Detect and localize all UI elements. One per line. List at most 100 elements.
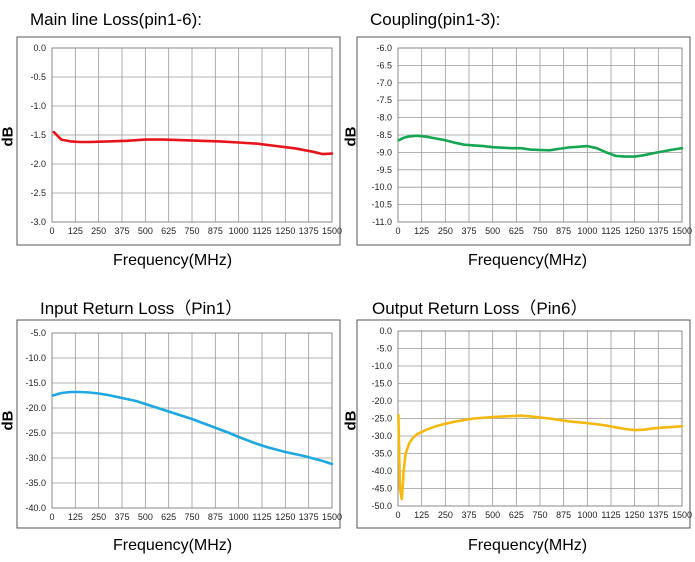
y-tick-label: -6.0 [376, 43, 392, 53]
y-tick-label: -11.0 [372, 217, 392, 227]
x-tick-label: 500 [138, 226, 153, 236]
series-line [397, 134, 684, 158]
chart-panel: 0 125 250 375 500 625 750 875 1000 1125 1250 1375 15… [356, 319, 692, 529]
x-tick-label: 500 [485, 226, 500, 236]
x-tick-label: 500 [485, 510, 500, 520]
x-tick-label: 500 [138, 512, 153, 522]
x-tick-label: 1500 [322, 226, 342, 236]
y-tick-label: -1.0 [30, 101, 46, 111]
x-tick-label: 1000 [577, 226, 597, 236]
x-tick-label: 125 [68, 512, 83, 522]
y-tick-label: -5.0 [30, 328, 46, 338]
x-tick-label: 0 [395, 226, 400, 236]
chart-title: Coupling(pin1-3): [370, 10, 501, 29]
chart-title: Main line Loss(pin1-6): [30, 10, 202, 29]
y-tick-label: -40.0 [371, 466, 392, 476]
y-tick-label: -30.0 [25, 453, 46, 463]
x-tick-label: 375 [114, 512, 129, 522]
y-tick-label: -25.0 [25, 428, 46, 438]
y-tick-label: -2.5 [30, 188, 46, 198]
y-tick-label: -5.0 [376, 344, 392, 354]
x-tick-label: 0 [49, 226, 54, 236]
x-tick-label: 1125 [252, 512, 271, 522]
y-tick-label: -20.0 [371, 396, 392, 406]
x-tick-label: 250 [91, 512, 106, 522]
x-tick-label: 1250 [275, 512, 295, 522]
y-tick-label: 0.0 [379, 326, 392, 336]
x-tick-label: 1250 [625, 226, 645, 236]
plot-area [397, 47, 683, 223]
x-tick-label: 375 [461, 226, 476, 236]
x-tick-label: 0 [49, 512, 54, 522]
x-tick-label: 875 [208, 512, 223, 522]
x-tick-label: 1250 [625, 510, 645, 520]
y-tick-label: -40.0 [25, 503, 46, 513]
x-tick-label: 0 [395, 510, 400, 520]
x-tick-label: 875 [556, 510, 571, 520]
y-tick-label: -7.0 [376, 78, 392, 88]
y-tick-label: -9.0 [376, 147, 392, 157]
chart-title: Input Return Loss（Pin1） [40, 299, 243, 318]
x-tick-label: 1375 [648, 226, 668, 236]
x-tick-label: 1125 [601, 226, 620, 236]
y-tick-label: -10.0 [371, 182, 392, 192]
y-tick-label: -50.0 [371, 501, 392, 511]
series-line [52, 130, 334, 156]
y-tick-label: -6.5 [376, 60, 392, 70]
chart-frame [356, 319, 691, 529]
x-tick-label: 1000 [229, 512, 249, 522]
chart-panel: 0 125 250 375 500 625 750 875 1000 1125 1250 1375 15… [356, 36, 692, 246]
x-axis-label: Frequency(MHz) [113, 252, 233, 269]
x-tick-label: 750 [184, 512, 199, 522]
y-tick-label: -8.5 [376, 130, 392, 140]
x-tick-label: 1500 [672, 510, 692, 520]
y-tick-label: -10.0 [25, 353, 46, 363]
chart-panel: 0 125 250 375 500 625 750 875 1000 1125 1250 1375 15… [16, 36, 342, 246]
y-tick-label: -10.5 [371, 200, 392, 210]
y-tick-label: -15.0 [25, 378, 46, 388]
y-tick-label: -45.0 [371, 484, 392, 494]
x-tick-label: 125 [414, 226, 429, 236]
x-tick-label: 625 [161, 512, 176, 522]
x-tick-label: 1000 [577, 510, 597, 520]
x-tick-label: 1375 [648, 510, 668, 520]
x-tick-label: 625 [509, 510, 524, 520]
x-tick-label: 250 [91, 226, 106, 236]
x-axis-label: Frequency(MHz) [468, 537, 588, 554]
x-tick-label: 375 [461, 510, 476, 520]
y-tick-label: -3.0 [30, 217, 46, 227]
y-tick-label: -25.0 [371, 414, 392, 424]
x-tick-label: 625 [509, 226, 524, 236]
chart-title: Output Return Loss（Pin6） [372, 299, 588, 318]
x-tick-label: 1125 [601, 510, 620, 520]
y-tick-label: -7.5 [376, 95, 392, 105]
x-tick-label: 125 [68, 226, 83, 236]
x-tick-label: 1125 [252, 226, 271, 236]
x-tick-label: 1000 [229, 226, 249, 236]
y-tick-label: -2.0 [30, 159, 46, 169]
chart-frame [356, 36, 691, 246]
y-tick-label: -8.0 [376, 113, 392, 123]
x-tick-label: 1500 [322, 512, 342, 522]
x-tick-label: 750 [184, 226, 199, 236]
y-tick-label: -20.0 [25, 403, 46, 413]
y-tick-label: -15.0 [371, 379, 392, 389]
series-line [51, 390, 334, 466]
x-tick-label: 875 [556, 226, 571, 236]
chart-panel: 0 125 250 375 500 625 750 875 1000 1125 1250 1375 15… [16, 319, 342, 529]
x-tick-label: 250 [438, 510, 453, 520]
x-tick-label: 625 [161, 226, 176, 236]
y-tick-label: -35.0 [25, 478, 46, 488]
x-tick-label: 250 [438, 226, 453, 236]
x-tick-label: 375 [114, 226, 129, 236]
y-tick-label: -35.0 [371, 449, 392, 459]
x-tick-label: 875 [208, 226, 223, 236]
x-tick-label: 1375 [299, 512, 319, 522]
chart-frame [16, 319, 341, 529]
x-axis-label: Frequency(MHz) [468, 252, 588, 269]
y-tick-label: -10.0 [371, 361, 392, 371]
y-tick-label: -0.5 [30, 72, 46, 82]
y-tick-label: -1.5 [30, 130, 46, 140]
x-tick-label: 1500 [672, 226, 692, 236]
